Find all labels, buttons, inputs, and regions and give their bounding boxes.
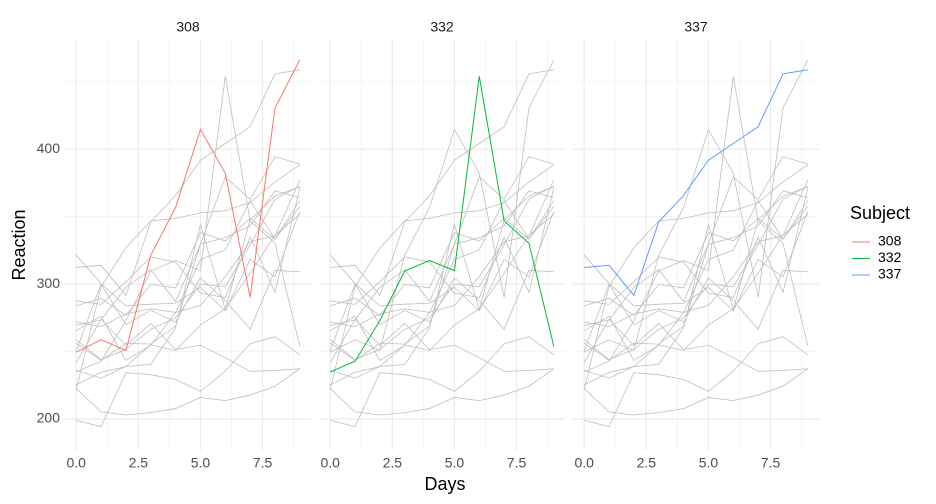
background-line [75, 179, 301, 362]
facet-title: 308 [176, 19, 200, 35]
x-tick-label: 7.5 [507, 455, 527, 471]
highlight-line [584, 69, 808, 297]
background-line [330, 200, 555, 316]
y-tick-label: 300 [37, 275, 61, 291]
legend-label: 337 [878, 266, 902, 282]
background-line [330, 336, 555, 428]
y-axis-title: Reaction [9, 209, 29, 280]
facet-title: 332 [430, 19, 454, 35]
background-line [330, 59, 555, 353]
legend-label: 308 [878, 233, 902, 249]
background-line [76, 190, 300, 326]
background-line [329, 368, 555, 416]
background-line [76, 214, 301, 379]
x-tick-label: 5.0 [191, 455, 211, 471]
background-line [584, 214, 809, 379]
background-line [583, 156, 808, 361]
background-line [584, 76, 809, 373]
x-tick-label: 7.5 [761, 455, 781, 471]
background-line [583, 185, 809, 361]
x-tick-label: 5.0 [699, 455, 719, 471]
background-line [75, 164, 301, 390]
background-line [583, 368, 809, 416]
x-axis-title: Days [424, 474, 465, 494]
x-tick-label: 0.0 [320, 455, 340, 471]
background-line [583, 179, 809, 362]
x-tick-label: 0.0 [66, 455, 86, 471]
x-tick-label: 2.5 [129, 455, 149, 471]
background-line [329, 164, 555, 390]
x-tick-label: 2.5 [637, 455, 657, 471]
background-line [75, 211, 301, 312]
background-line [76, 76, 301, 373]
background-line [75, 270, 300, 351]
background-line [330, 69, 554, 297]
y-tick-label: 400 [37, 140, 61, 156]
background-line [330, 214, 555, 379]
background-line [76, 200, 301, 328]
highlight-line [75, 59, 301, 353]
legend-label: 332 [878, 249, 902, 265]
legend-title: Subject [850, 203, 910, 223]
background-line [329, 270, 554, 351]
background-line [330, 200, 555, 328]
background-line [76, 69, 300, 297]
background-line [330, 190, 554, 326]
background-line [76, 200, 301, 316]
background-line [329, 185, 555, 361]
background-line [584, 59, 809, 353]
background-line [583, 211, 809, 312]
background-line [329, 179, 555, 362]
background-line [329, 156, 554, 361]
background-line [583, 270, 808, 351]
background-line [584, 336, 809, 428]
background-line [584, 190, 808, 326]
background-line [75, 318, 300, 372]
background-line [583, 164, 809, 390]
background-line [329, 318, 554, 372]
background-line [76, 336, 301, 428]
highlight-line [329, 76, 555, 373]
background-line [329, 211, 555, 312]
x-tick-label: 2.5 [383, 455, 403, 471]
background-line [584, 200, 809, 316]
background-line [584, 200, 809, 328]
background-line [75, 185, 301, 361]
x-tick-label: 0.0 [574, 455, 594, 471]
x-tick-label: 5.0 [445, 455, 465, 471]
y-tick-label: 200 [37, 410, 61, 426]
background-line [75, 368, 301, 416]
facet-title: 337 [684, 19, 708, 35]
background-line [75, 156, 300, 361]
x-tick-label: 7.5 [253, 455, 273, 471]
background-line [583, 318, 808, 372]
